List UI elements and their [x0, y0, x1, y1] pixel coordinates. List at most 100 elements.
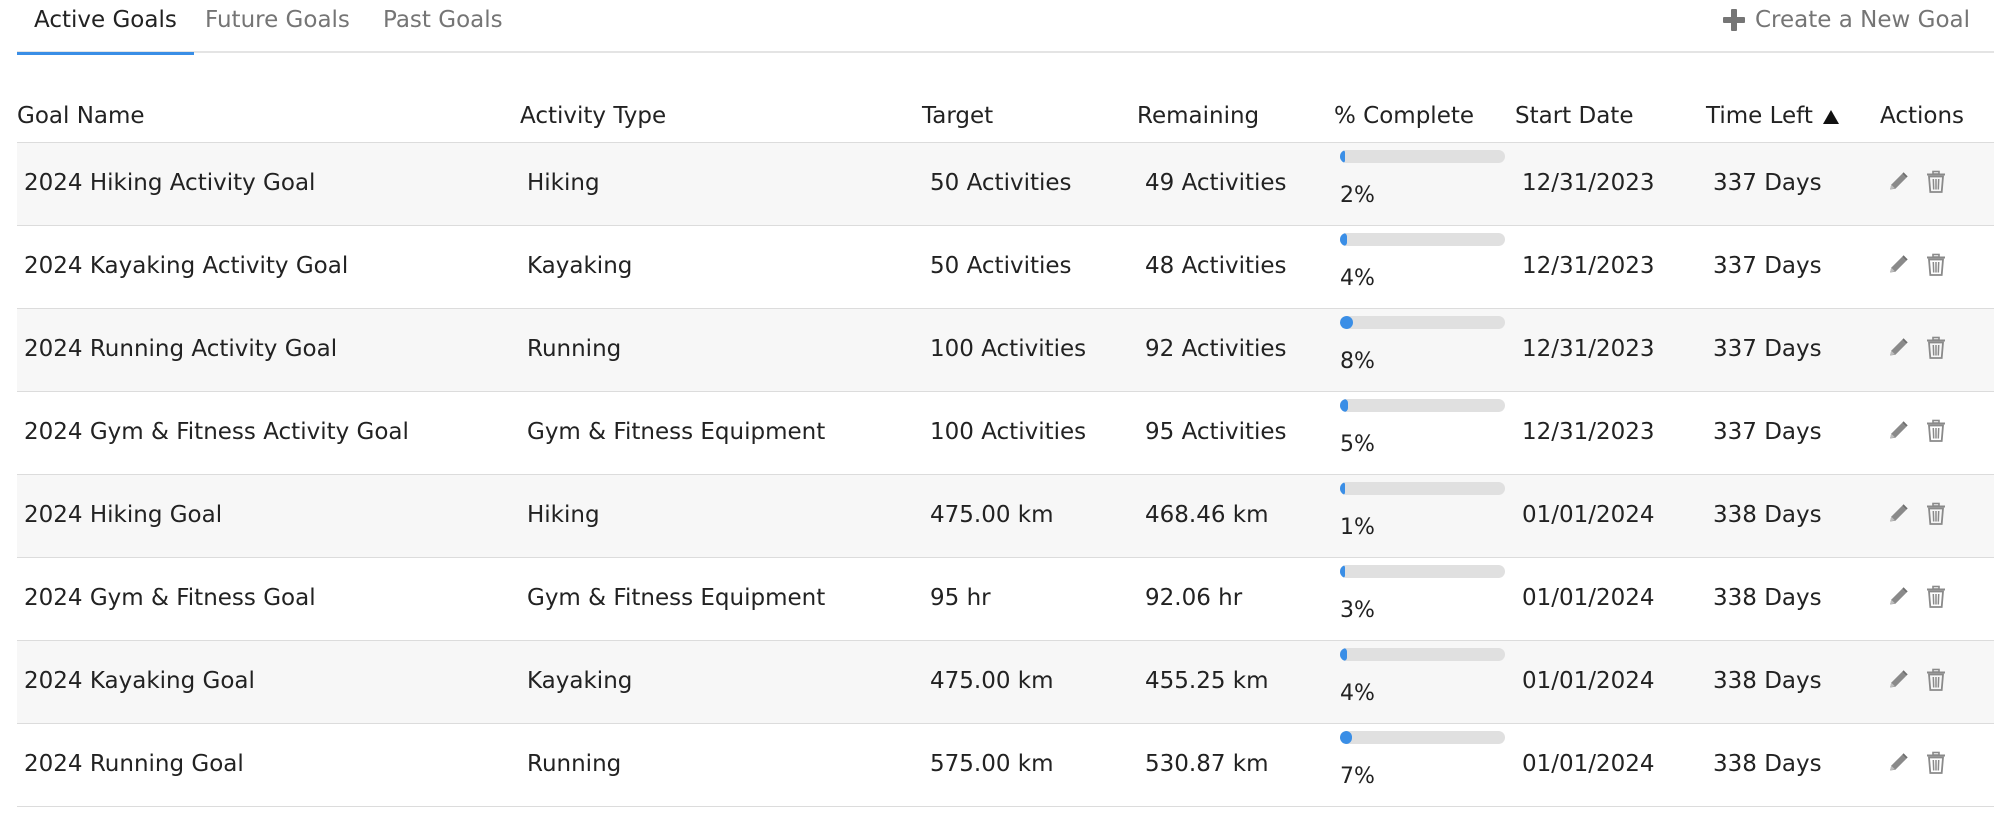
goal-name: 2024 Hiking Goal: [24, 502, 223, 528]
goal-target: 100 Activities: [930, 419, 1087, 445]
activity-type: Gym & Fitness Equipment: [527, 585, 826, 611]
start-date: 12/31/2023: [1522, 170, 1655, 196]
trash-icon[interactable]: [1923, 252, 1949, 278]
activity-type: Hiking: [527, 502, 600, 528]
progress-cell: 1%: [1340, 482, 1522, 540]
table-body: 2024 Hiking Activity Goal Hiking 50 Acti…: [17, 143, 1994, 807]
progress-cell: 4%: [1340, 233, 1522, 291]
trash-icon[interactable]: [1923, 750, 1949, 776]
progress-bar: [1340, 648, 1505, 661]
goal-remaining: 49 Activities: [1145, 170, 1287, 196]
goal-name: 2024 Running Goal: [24, 751, 244, 777]
header-time-left[interactable]: Time Left: [1706, 96, 1839, 136]
progress-cell: 2%: [1340, 150, 1522, 208]
time-left: 337 Days: [1713, 419, 1822, 445]
progress-bar: [1340, 565, 1505, 578]
trash-icon[interactable]: [1923, 667, 1949, 693]
goal-name: 2024 Running Activity Goal: [24, 336, 338, 362]
percent-complete: 2%: [1340, 183, 1375, 208]
goal-target: 50 Activities: [930, 253, 1072, 279]
pencil-icon[interactable]: [1885, 667, 1911, 693]
trash-icon[interactable]: [1923, 169, 1949, 195]
progress-cell: 8%: [1340, 316, 1522, 374]
progress-cell: 5%: [1340, 399, 1522, 457]
progress-bar: [1340, 150, 1505, 163]
goal-target: 475.00 km: [930, 502, 1054, 528]
percent-complete: 8%: [1340, 349, 1375, 374]
table-row: 2024 Running Goal Running 575.00 km 530.…: [17, 724, 1994, 807]
activity-type: Kayaking: [527, 253, 633, 279]
time-left: 338 Days: [1713, 502, 1822, 528]
goal-remaining: 92.06 hr: [1145, 585, 1243, 611]
goal-remaining: 468.46 km: [1145, 502, 1269, 528]
percent-complete: 7%: [1340, 764, 1375, 789]
start-date: 01/01/2024: [1522, 502, 1655, 528]
header-remaining[interactable]: Remaining: [1137, 103, 1260, 129]
progress-cell: 4%: [1340, 648, 1522, 706]
goal-target: 50 Activities: [930, 170, 1072, 196]
table-row: 2024 Running Activity Goal Running 100 A…: [17, 309, 1994, 392]
progress-fill: [1340, 648, 1347, 661]
activity-type: Running: [527, 751, 622, 777]
time-left: 337 Days: [1713, 253, 1822, 279]
time-left: 338 Days: [1713, 668, 1822, 694]
table-row: 2024 Hiking Activity Goal Hiking 50 Acti…: [17, 143, 1994, 226]
goal-remaining: 530.87 km: [1145, 751, 1269, 777]
progress-bar: [1340, 316, 1505, 329]
table-row: 2024 Hiking Goal Hiking 475.00 km 468.46…: [17, 475, 1994, 558]
row-actions: [1885, 169, 1949, 195]
header-start-date[interactable]: Start Date: [1515, 103, 1634, 129]
goal-remaining: 455.25 km: [1145, 668, 1269, 694]
tab-active-goals[interactable]: Active Goals: [17, 0, 194, 55]
trash-icon[interactable]: [1923, 584, 1949, 610]
pencil-icon[interactable]: [1885, 335, 1911, 361]
tab-past-goals[interactable]: Past Goals: [383, 7, 503, 33]
goal-target: 475.00 km: [930, 668, 1054, 694]
percent-complete: 4%: [1340, 681, 1375, 706]
table-row: 2024 Kayaking Goal Kayaking 475.00 km 45…: [17, 641, 1994, 724]
percent-complete: 3%: [1340, 598, 1375, 623]
time-left: 337 Days: [1713, 170, 1822, 196]
header-target[interactable]: Target: [922, 103, 994, 129]
header-activity-type[interactable]: Activity Type: [520, 103, 667, 129]
percent-complete: 1%: [1340, 515, 1375, 540]
row-actions: [1885, 501, 1949, 527]
pencil-icon[interactable]: [1885, 501, 1911, 527]
percent-complete: 5%: [1340, 432, 1375, 457]
goal-name: 2024 Kayaking Goal: [24, 668, 255, 694]
activity-type: Kayaking: [527, 668, 633, 694]
trash-icon[interactable]: [1923, 335, 1949, 361]
pencil-icon[interactable]: [1885, 252, 1911, 278]
percent-complete: 4%: [1340, 266, 1375, 291]
goal-target: 575.00 km: [930, 751, 1054, 777]
time-left: 338 Days: [1713, 751, 1822, 777]
table-row: 2024 Kayaking Activity Goal Kayaking 50 …: [17, 226, 1994, 309]
table-row: 2024 Gym & Fitness Goal Gym & Fitness Eq…: [17, 558, 1994, 641]
goal-remaining: 92 Activities: [1145, 336, 1287, 362]
header-percent-complete[interactable]: % Complete: [1334, 103, 1475, 129]
goal-target: 100 Activities: [930, 336, 1087, 362]
trash-icon[interactable]: [1923, 501, 1949, 527]
header-goal-name[interactable]: Goal Name: [17, 103, 145, 129]
progress-fill: [1340, 565, 1345, 578]
goal-remaining: 48 Activities: [1145, 253, 1287, 279]
pencil-icon[interactable]: [1885, 584, 1911, 610]
time-left: 337 Days: [1713, 336, 1822, 362]
pencil-icon[interactable]: [1885, 169, 1911, 195]
trash-icon[interactable]: [1923, 418, 1949, 444]
activity-type: Gym & Fitness Equipment: [527, 419, 826, 445]
tab-future-goals[interactable]: Future Goals: [205, 7, 350, 33]
start-date: 12/31/2023: [1522, 336, 1655, 362]
create-goal-button[interactable]: Create a New Goal: [1723, 0, 1970, 40]
row-actions: [1885, 252, 1949, 278]
goal-name: 2024 Gym & Fitness Activity Goal: [24, 419, 409, 445]
progress-bar: [1340, 399, 1505, 412]
row-actions: [1885, 335, 1949, 361]
goal-remaining: 95 Activities: [1145, 419, 1287, 445]
start-date: 12/31/2023: [1522, 253, 1655, 279]
start-date: 12/31/2023: [1522, 419, 1655, 445]
table-row: 2024 Gym & Fitness Activity Goal Gym & F…: [17, 392, 1994, 475]
pencil-icon[interactable]: [1885, 750, 1911, 776]
pencil-icon[interactable]: [1885, 418, 1911, 444]
time-left: 338 Days: [1713, 585, 1822, 611]
